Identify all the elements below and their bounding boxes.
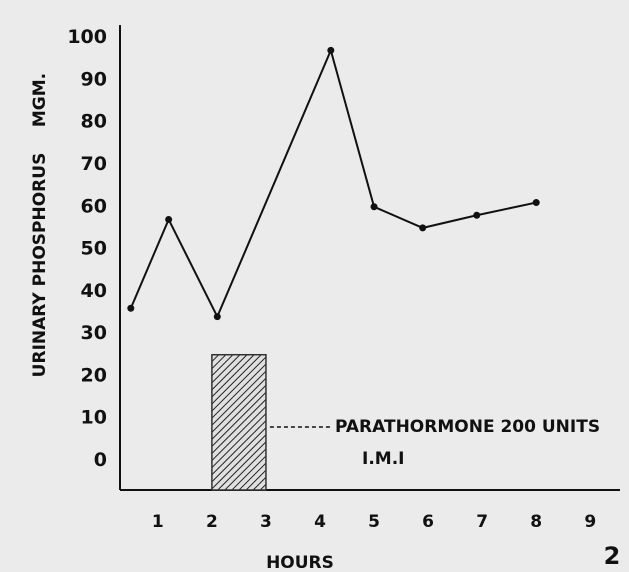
annotation: PARATHORMONE 200 UNITS	[335, 417, 600, 437]
x-tick-label: 9	[584, 512, 596, 532]
y-tick-label: 20	[81, 364, 107, 386]
x-tick-label: 2	[206, 512, 218, 532]
x-tick-label: 3	[260, 512, 272, 532]
y-tick-label: 90	[81, 68, 107, 90]
annotation-subtext: I.M.I	[362, 449, 404, 469]
data-point	[532, 199, 540, 207]
data-line	[129, 47, 537, 320]
x-tick-label: 8	[530, 512, 542, 532]
data-point	[473, 211, 481, 219]
x-tick-label: 6	[422, 512, 434, 532]
data-point	[213, 313, 221, 321]
y-tick-label: 30	[81, 322, 107, 344]
data-point	[419, 224, 427, 232]
y-tick-label: 0	[94, 449, 107, 471]
y-tick-label: 40	[81, 280, 107, 302]
x-tick-label: 7	[476, 512, 488, 532]
x-tick-label: 1	[152, 512, 164, 532]
data-point	[127, 304, 135, 312]
x-axis-label: HOURS	[266, 553, 334, 572]
y-tick-label: 60	[81, 195, 107, 217]
figure-number: 2	[604, 542, 621, 570]
y-tick-label: 100	[67, 26, 107, 48]
y-axis-label: URINARY PHOSPHORUS	[30, 153, 50, 378]
y-tick-label: 10	[81, 407, 107, 429]
x-tick-label: 5	[368, 512, 380, 532]
data-point	[327, 46, 335, 54]
data-point	[165, 215, 173, 223]
y-tick-label: 50	[81, 238, 107, 260]
data-point	[370, 203, 378, 211]
shaded-bar	[211, 353, 267, 491]
y-unit: MGM.	[30, 73, 50, 127]
y-tick-label: 80	[81, 111, 107, 133]
x-tick-label: 4	[314, 512, 326, 532]
y-tick-label: 70	[81, 153, 107, 175]
